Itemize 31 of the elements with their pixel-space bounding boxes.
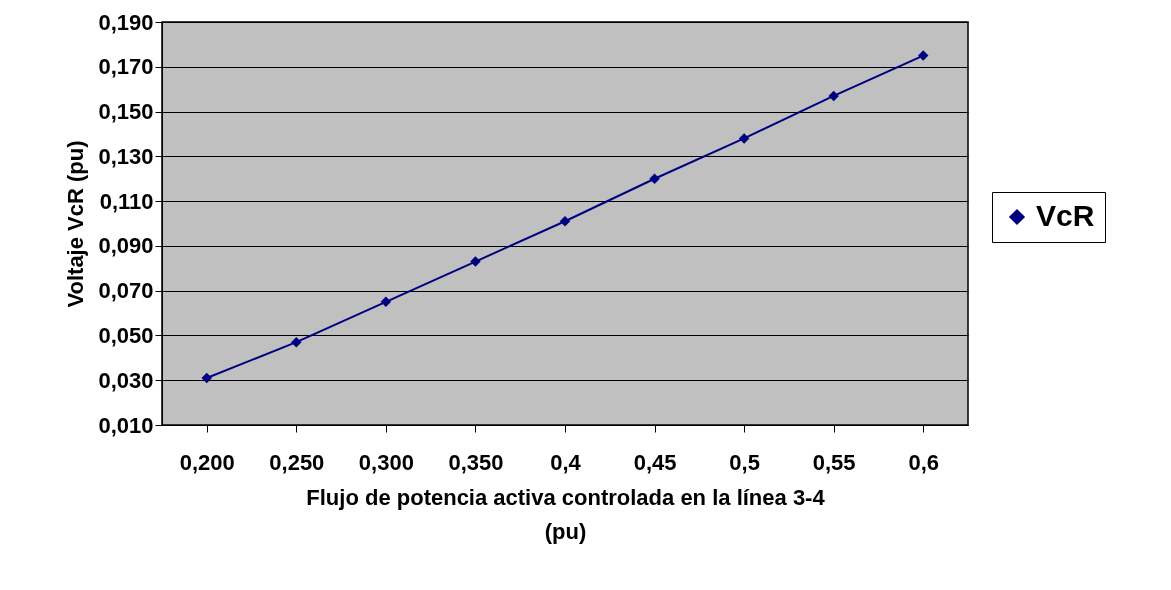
- y-axis-title: Voltaje VcR (pu): [63, 140, 89, 308]
- point: [291, 336, 302, 348]
- x-tick-label: 0,5: [729, 449, 760, 475]
- x-tick-label: 0,350: [448, 449, 504, 475]
- x-tick-label: 0,250: [269, 449, 325, 475]
- point: [828, 90, 839, 102]
- y-tick-label: 0,130: [98, 143, 154, 169]
- y-tick-label: 0,190: [98, 9, 154, 35]
- x-tick-label: 0,45: [633, 449, 677, 475]
- y-tick-label: 0,010: [98, 412, 154, 438]
- x-tick-label: 0,4: [550, 449, 582, 475]
- y-tick-label: 0,030: [98, 367, 154, 393]
- point: [559, 216, 571, 227]
- point: [649, 173, 660, 184]
- x-tick-label: 0,200: [179, 449, 235, 475]
- point: [380, 296, 392, 308]
- y-tick-label: 0,050: [98, 322, 154, 348]
- x-axis-title: Flujo de potencia activa controlada en la línea 3-4 (pu): [306, 484, 826, 544]
- x-tick-label: 0,6: [908, 449, 940, 475]
- point: [917, 50, 929, 61]
- point: [470, 256, 481, 267]
- point: [738, 133, 750, 144]
- x-tick-label: 0,55: [812, 449, 856, 475]
- point: [201, 372, 213, 384]
- y-tick-label: 0,170: [98, 54, 154, 80]
- y-tick-label: 0,070: [98, 278, 154, 304]
- y-tick-label: 0,110: [99, 188, 154, 214]
- y-tick-label: 0,150: [98, 99, 154, 125]
- x-tick-label: 0,300: [358, 449, 414, 475]
- legend-label: VcR: [1036, 199, 1095, 232]
- y-tick-label: 0,090: [98, 233, 154, 259]
